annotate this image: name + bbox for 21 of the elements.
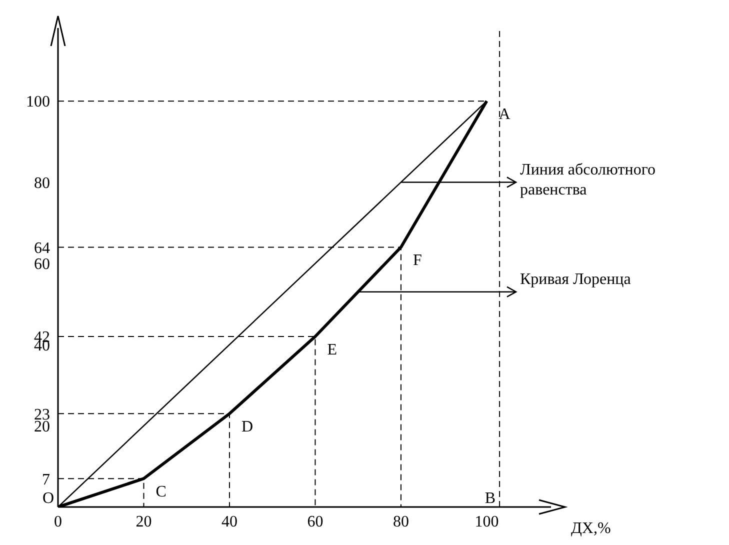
annotation: E (327, 342, 337, 359)
y-tick-label: 7 (42, 471, 50, 488)
y-tick-label: 64 (34, 240, 50, 257)
annotation: F (412, 252, 422, 270)
x-tick-label: 60 (307, 513, 324, 530)
x-axis-title: ДХ,% (571, 520, 611, 537)
annotation: Кривая Лоренца (520, 270, 631, 288)
x-tick-label: 0 (54, 513, 62, 530)
x-tick-label: 40 (221, 513, 238, 530)
y-tick-label: 60 (34, 256, 50, 274)
x-tick-label: 20 (136, 513, 152, 530)
annotation: B (484, 490, 496, 507)
x-tick-label: 100 (474, 513, 499, 530)
annotation: Линия абсолютного равенства (520, 161, 656, 198)
annotation: D (241, 418, 254, 436)
annotation: A (498, 106, 511, 124)
y-tick-label: 80 (34, 174, 50, 192)
annotation: O (42, 490, 54, 507)
y-tick-label: 100 (26, 94, 50, 111)
x-tick-label: 80 (392, 513, 409, 530)
annotation: C (156, 484, 166, 501)
